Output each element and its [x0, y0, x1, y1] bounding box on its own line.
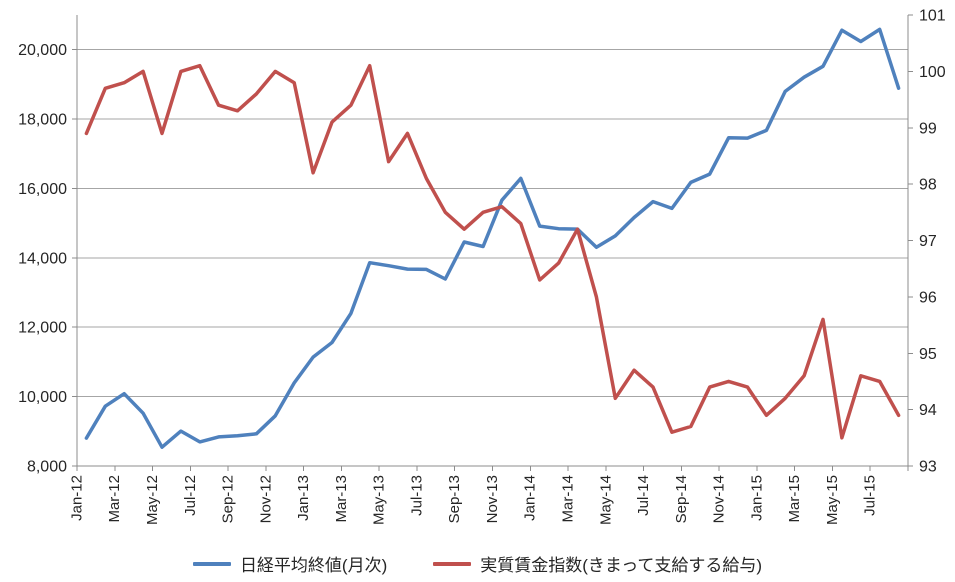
y-axis-right-tick-label: 97 — [919, 233, 937, 250]
legend-label-wage-index: 実質賃金指数(きまって支給する給与) — [480, 556, 763, 575]
y-axis-right-tick-label: 93 — [919, 459, 937, 476]
series-line-nikkei — [84, 27, 901, 449]
x-axis-tick-label: Jul-13 — [408, 475, 425, 516]
legend-line-sample-wage-icon — [433, 561, 472, 566]
x-axis-tick-label: Mar-15 — [786, 475, 803, 523]
y-axis-right-tick-label: 100 — [919, 64, 946, 81]
x-axis-tick-label: Mar-13 — [333, 475, 350, 523]
x-axis-tick-label: May-12 — [144, 475, 161, 525]
legend-label-nikkei: 日経平均終値(月次) — [239, 556, 388, 575]
y-axis-right-tick-label: 98 — [919, 177, 937, 194]
y-axis-left-tick-label: 20,000 — [18, 42, 67, 59]
x-axis-tick-label: Jul-15 — [862, 475, 879, 516]
chart-legend: 日経平均終値(月次) 実質賃金指数(きまって支給する給与) — [0, 551, 955, 576]
x-axis-tick-label: Mar-14 — [559, 475, 576, 523]
y-axis-left-tick-label: 10,000 — [18, 389, 67, 406]
legend-item-nikkei[interactable]: 日経平均終値(月次) — [192, 551, 388, 576]
x-axis-tick-label: Jan-12 — [68, 475, 85, 521]
y-axis-left-tick-label: 16,000 — [18, 181, 67, 198]
y-axis-left-tick-label: 18,000 — [18, 112, 67, 129]
x-axis-tick-label: May-13 — [371, 475, 388, 525]
y-axis-left-tick-label: 14,000 — [18, 250, 67, 267]
x-axis-tick-label: Jan-13 — [295, 475, 312, 521]
legend-line-sample-nikkei-icon — [192, 561, 231, 566]
x-axis-tick-label: May-15 — [824, 475, 841, 525]
y-axis-right-tick-label: 96 — [919, 289, 937, 306]
x-axis-tick-label: Jul-12 — [182, 475, 199, 516]
x-axis-tick-label: Nov-14 — [711, 475, 728, 523]
x-axis-tick-label: May-14 — [597, 475, 614, 525]
x-axis-tick-label: Sep-12 — [220, 475, 237, 523]
x-axis-tick-label: Mar-12 — [106, 475, 123, 523]
series-line-wage-index — [84, 63, 901, 440]
y-axis-right-tick-label: 94 — [919, 402, 937, 419]
y-axis-right-tick-label: 99 — [919, 120, 937, 137]
x-axis-tick-label: Nov-13 — [484, 475, 501, 523]
y-axis-right-tick-label: 101 — [919, 8, 946, 25]
x-axis-tick-label: Jul-14 — [635, 475, 652, 516]
x-axis-tick-label: Sep-14 — [673, 475, 690, 523]
x-axis-tick-label: Sep-13 — [446, 475, 463, 523]
y-axis-left-tick-label: 12,000 — [18, 320, 67, 337]
legend-item-wage-index[interactable]: 実質賃金指数(きまって支給する給与) — [433, 551, 762, 576]
x-axis-tick-label: Jan-14 — [522, 475, 539, 521]
y-axis-left-tick-label: 8,000 — [27, 459, 67, 476]
x-axis-tick-label: Jan-15 — [748, 475, 765, 521]
x-axis-tick-label: Nov-12 — [257, 475, 274, 523]
y-axis-right-tick-label: 95 — [919, 346, 937, 363]
